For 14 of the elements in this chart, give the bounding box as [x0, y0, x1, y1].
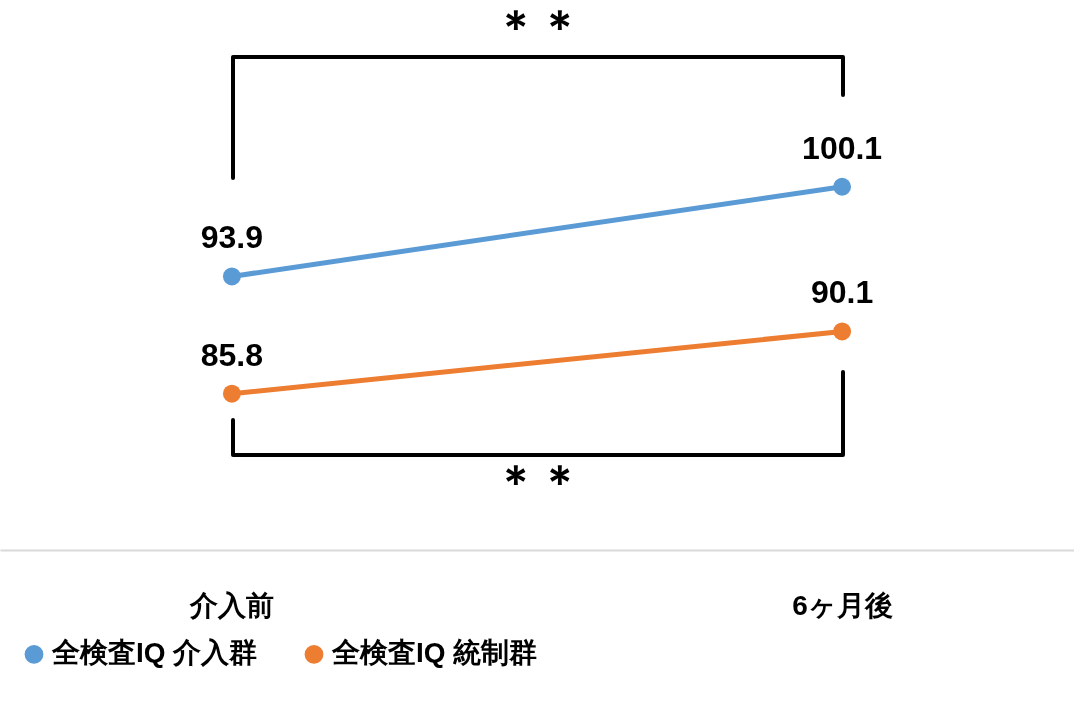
point [833, 322, 852, 341]
data-label: 85.8 [200, 336, 264, 373]
point [222, 384, 241, 403]
legend-label: 全検査IQ 介入群 [51, 637, 258, 669]
point [833, 177, 852, 196]
x-tick-label: 6ヶ月後 [792, 589, 893, 621]
legend-label: 全検査IQ 統制群 [331, 637, 538, 669]
data-label: 90.1 [810, 274, 874, 311]
x-tick-label: 介入前 [189, 589, 275, 621]
data-label: 100.1 [802, 129, 883, 166]
data-label: 93.9 [200, 219, 264, 256]
annotation: ＊＊ [494, 1, 582, 50]
point [222, 267, 241, 286]
annotation: ＊＊ [494, 456, 582, 505]
